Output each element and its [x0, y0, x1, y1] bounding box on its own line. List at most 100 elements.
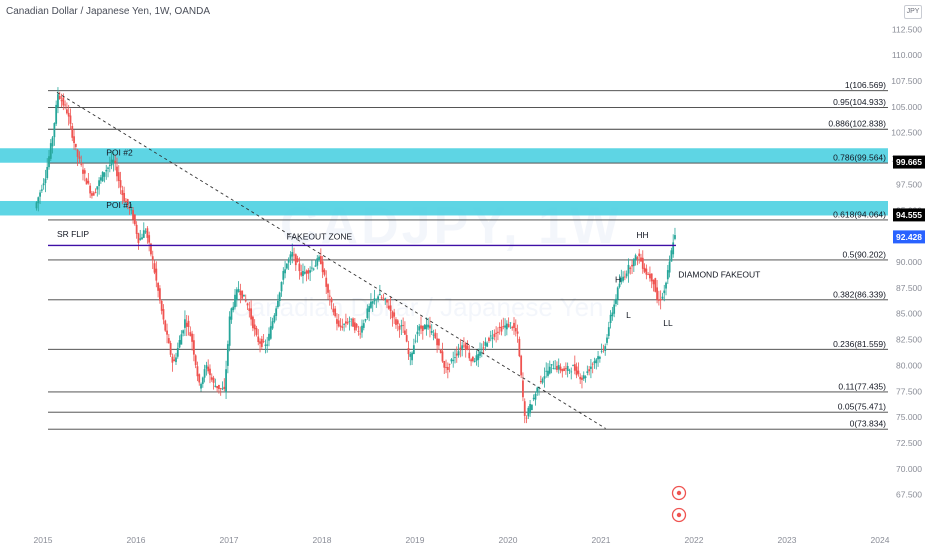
candle-body — [244, 300, 247, 302]
candle-body — [282, 270, 285, 280]
candle-body — [366, 308, 369, 319]
price-tag-label: 94.555 — [896, 210, 922, 220]
candle-body — [250, 308, 253, 320]
fib-level-label: 0.5(90.202) — [843, 249, 887, 259]
candle-body — [661, 296, 664, 299]
candle-body — [554, 368, 557, 370]
candle-body — [234, 294, 236, 308]
candle-body — [237, 289, 240, 292]
price-tag-label: 99.665 — [896, 157, 922, 167]
candle-body — [51, 137, 54, 147]
candle-body — [48, 156, 50, 168]
candle-body — [632, 259, 635, 267]
time-tick-label: 2021 — [592, 535, 611, 545]
candle-body — [307, 270, 310, 274]
candle-body — [536, 387, 539, 393]
price-tick-label: 77.500 — [896, 386, 922, 396]
candle-body — [543, 376, 546, 379]
candle-body — [582, 375, 585, 379]
candle-body — [439, 350, 442, 353]
candle-body — [357, 330, 360, 332]
candle-body — [218, 384, 220, 389]
price-tick-label: 82.500 — [896, 335, 922, 345]
candle-body — [547, 370, 549, 376]
candle-body — [511, 326, 514, 329]
chart-annotation: LL — [663, 318, 673, 328]
candle-body — [497, 331, 499, 333]
time-tick-label: 2016 — [127, 535, 146, 545]
fib-level-label: 0.786(99.564) — [833, 153, 886, 163]
candle-body — [343, 323, 346, 325]
candle-body — [151, 256, 154, 261]
candle-body — [89, 185, 92, 194]
candle-body — [293, 254, 295, 256]
candle-body — [255, 327, 258, 335]
currency-badge[interactable]: JPY — [904, 5, 922, 19]
price-tick-label: 110.000 — [892, 50, 922, 60]
candle-body — [336, 319, 338, 324]
candle-body — [597, 356, 599, 360]
candle-body — [391, 311, 394, 319]
candle-body — [581, 377, 583, 380]
candle-body — [230, 308, 233, 320]
candle-body — [573, 364, 576, 371]
candle-body — [352, 318, 354, 327]
candle-body — [387, 305, 390, 309]
candle-body — [629, 267, 632, 269]
fib-level-label: 0.05(75.471) — [838, 402, 886, 412]
candle-body — [488, 337, 490, 341]
candle-body — [409, 353, 412, 357]
candle-body — [105, 169, 108, 172]
candle-body — [429, 325, 431, 329]
candle-body — [486, 343, 489, 347]
candle-body — [316, 258, 319, 266]
candle-body — [332, 308, 335, 313]
candle-body — [452, 359, 455, 362]
candle-body — [302, 271, 304, 277]
candle-body — [37, 197, 40, 204]
candle-body — [117, 172, 120, 181]
candle-body — [318, 256, 320, 261]
candle-body — [344, 321, 347, 324]
candle-body — [561, 369, 564, 372]
candle-body — [228, 316, 231, 346]
candle-body — [495, 332, 498, 334]
candle-body — [189, 332, 192, 336]
candle-body — [309, 270, 312, 273]
candle-body — [126, 199, 129, 206]
candle-body — [85, 178, 88, 185]
candle-body — [416, 331, 419, 335]
candle-body — [631, 264, 633, 267]
candle-body — [49, 143, 52, 159]
candle-body — [185, 322, 188, 327]
candle-body — [171, 356, 174, 363]
candle-body — [370, 301, 372, 308]
candle-body — [525, 417, 528, 419]
candle-body — [35, 202, 38, 209]
candle-body — [53, 123, 56, 138]
candle-body — [350, 318, 353, 320]
chart-annotation: FAKEOUT ZONE — [287, 231, 353, 241]
candle-body — [634, 255, 637, 260]
candle-body — [593, 361, 596, 364]
candle-body — [384, 298, 387, 300]
event-icons — [671, 485, 687, 523]
candle-body — [463, 345, 465, 347]
candle-body — [446, 366, 449, 370]
candle-body — [412, 345, 415, 355]
candle-body — [398, 325, 401, 330]
candle-body — [239, 290, 242, 296]
candle-body — [305, 270, 308, 274]
dividend-target-icon-dot — [676, 512, 682, 518]
candle-body — [157, 283, 160, 291]
earnings-flag-icon-dot — [676, 490, 682, 496]
candle-body — [649, 273, 651, 279]
poi-zones — [0, 148, 888, 216]
candle-body — [128, 207, 131, 209]
fib-level-label: 0(73.834) — [850, 419, 887, 429]
candle-body — [246, 303, 249, 306]
candle-body — [522, 380, 524, 398]
candle-body — [266, 344, 269, 346]
candle-body — [110, 159, 113, 166]
